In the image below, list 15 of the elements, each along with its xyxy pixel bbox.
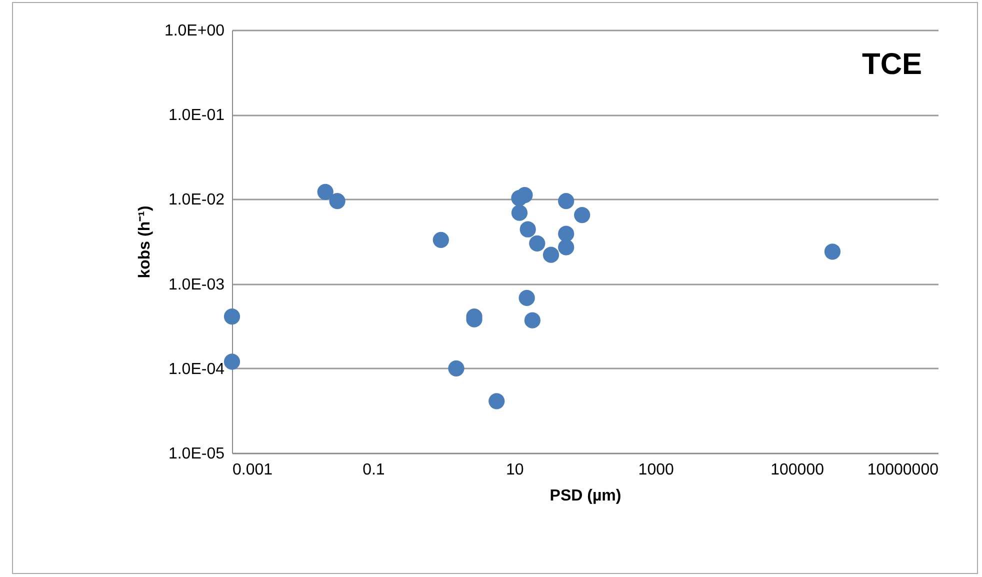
x-tick-label: 1000: [638, 462, 674, 478]
x-tick-label: 100000: [770, 462, 824, 478]
x-tick-label: 10: [506, 462, 524, 478]
x-tick-label: 0.1: [362, 462, 385, 478]
y-tick-label: 1.0E+00: [164, 22, 225, 40]
y-tick-label: 1.0E-01: [168, 107, 225, 124]
annotation: TCE: [862, 48, 922, 81]
x-tick-label: 10000000: [867, 462, 939, 478]
y-tick-label: 1.0E-05: [168, 446, 225, 462]
y-tick-label: 1.0E-04: [168, 360, 225, 378]
y-tick-label: 1.0E-02: [168, 192, 225, 209]
y-tick-label: 1.0E-03: [168, 276, 225, 294]
x-axis-title: PSD (µm): [550, 488, 622, 504]
x-tick-label: 0.001: [232, 462, 273, 478]
y-axis-title: kobs (h⁻¹): [136, 206, 154, 278]
